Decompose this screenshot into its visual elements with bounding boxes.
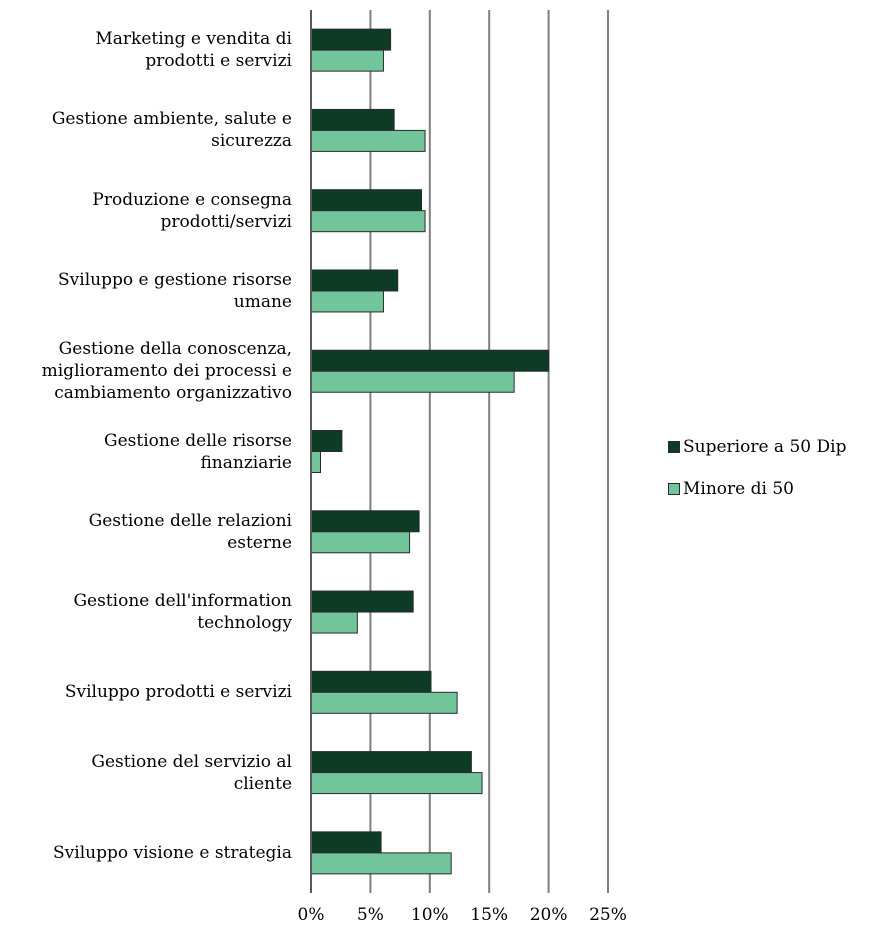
legend-label-1: Minore di 50 [683, 479, 794, 499]
x-tick-label: 5% [356, 905, 384, 925]
bar-series1-cat10 [310, 852, 452, 875]
legend-swatch-1 [668, 483, 680, 495]
category-label: Sviluppo e gestione risorse umane [58, 269, 292, 312]
bar-series1-cat7 [310, 611, 358, 634]
bar-series1-cat6 [310, 531, 411, 554]
bar-series1-cat0 [310, 49, 384, 72]
bar-series0-cat7 [310, 590, 414, 613]
bar-series0-cat4 [310, 349, 550, 372]
legend: Superiore a 50 Dip Minore di 50 [668, 434, 846, 518]
bar-series1-cat2 [310, 210, 426, 233]
bar-series0-cat2 [310, 189, 422, 212]
category-label: Gestione del servizio al cliente [91, 751, 292, 794]
bar-series1-cat4 [310, 370, 515, 393]
bar-series0-cat5 [310, 430, 343, 452]
legend-item-1: Minore di 50 [668, 476, 846, 502]
category-label: Gestione dell'information technology [73, 591, 292, 634]
category-label: Gestione delle relazioni esterne [88, 510, 292, 553]
bar-series1-cat8 [310, 691, 458, 714]
category-label: Gestione della conoscenza, miglioramento… [41, 339, 292, 404]
legend-item-0: Superiore a 50 Dip [668, 434, 846, 460]
x-tick-label: 25% [589, 905, 627, 925]
bar-series0-cat3 [310, 269, 399, 292]
legend-label-0: Superiore a 50 Dip [683, 437, 847, 457]
x-tick-label: 10% [410, 905, 449, 925]
category-label: Sviluppo visione e strategia [53, 842, 292, 863]
bar-series0-cat10 [310, 831, 382, 854]
bar-series1-cat9 [310, 772, 483, 795]
bar-series1-cat5 [310, 451, 322, 473]
bar-series0-cat8 [310, 670, 432, 693]
legend-swatch-0 [668, 441, 680, 453]
category-label: Gestione ambiente, salute e sicurezza [51, 109, 292, 152]
bar-series1-cat1 [310, 129, 426, 152]
category-label: Produzione e consegna prodotti/servizi [92, 189, 292, 232]
x-tick-label: 20% [529, 905, 568, 925]
bar-series0-cat6 [310, 510, 420, 533]
x-tick-label: 0% [297, 905, 325, 925]
bar-series1-cat3 [310, 290, 384, 313]
bar-series0-cat1 [310, 108, 395, 131]
x-tick-label: 15% [470, 905, 509, 925]
bar-series0-cat9 [310, 751, 472, 774]
category-label: Marketing e vendita di prodotti e serviz… [95, 29, 292, 72]
category-label: Gestione delle risorse finanziarie [104, 430, 292, 473]
category-label: Sviluppo prodotti e servizi [64, 682, 292, 703]
bar-series0-cat0 [310, 28, 392, 51]
